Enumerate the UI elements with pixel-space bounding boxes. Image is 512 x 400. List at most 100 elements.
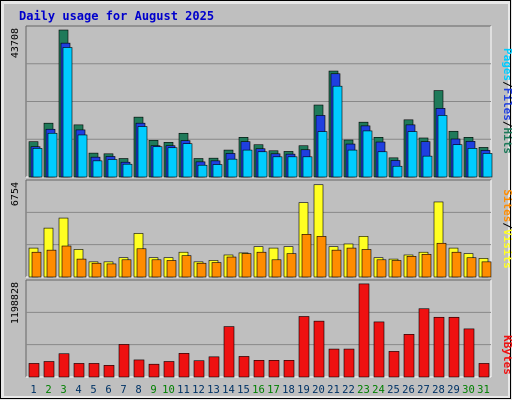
pages-bar-day-25	[392, 165, 403, 178]
sites-bar-day-23	[361, 249, 372, 278]
pages-bar-day-20	[317, 131, 328, 178]
pages-bar-day-10	[167, 147, 178, 178]
pages-bar-day-29	[452, 144, 463, 178]
kbytes-bar-day-28	[433, 316, 445, 378]
pages-bar-day-21	[332, 85, 343, 178]
sites-bar-day-17	[271, 259, 282, 278]
legend-sites: Sites	[501, 189, 512, 222]
pages-bar-day-6	[107, 159, 118, 178]
kbytes-bar-day-25	[388, 351, 400, 378]
kbytes-bar-day-19	[298, 316, 310, 378]
day-label-10: 10	[162, 384, 175, 396]
kbytes-bar-day-8	[133, 359, 145, 378]
legend-files: Files	[501, 88, 512, 121]
day-label-9: 9	[150, 384, 156, 396]
day-label-15: 15	[237, 384, 250, 396]
pages-bar-day-7	[122, 163, 133, 178]
kbytes-bar-day-13	[208, 356, 220, 378]
day-label-21: 21	[327, 384, 340, 396]
sites-bar-day-27	[421, 253, 432, 278]
legend-pages: Pages	[501, 48, 512, 81]
kbytes-bar-day-10	[163, 361, 175, 378]
legend-hits: Hits	[501, 128, 512, 155]
kbytes-bar-day-17	[268, 360, 280, 378]
pages-bar-day-8	[137, 126, 148, 178]
panel-2: 6754	[10, 179, 492, 278]
kbytes-bar-day-11	[178, 353, 190, 378]
pages-bar-day-24	[377, 151, 388, 178]
kbytes-bar-day-4	[73, 363, 85, 378]
kbytes-bar-day-12	[193, 360, 205, 378]
sites-bar-day-10	[166, 260, 177, 278]
kbytes-bar-day-23	[358, 283, 370, 378]
pages-bar-day-19	[302, 156, 313, 178]
pages-bar-day-23	[362, 130, 373, 178]
sites-bar-day-4	[76, 258, 87, 278]
panel1-separator: /	[501, 121, 512, 128]
pages-bar-day-9	[152, 146, 163, 178]
kbytes-bar-day-31	[478, 363, 490, 378]
day-label-5: 5	[90, 384, 96, 396]
pages-bar-day-5	[92, 160, 103, 178]
day-label-29: 29	[447, 384, 460, 396]
kbytes-bar-day-9	[148, 363, 160, 378]
kbytes-bar-day-27	[418, 308, 430, 378]
day-label-24: 24	[372, 384, 385, 396]
pages-bar-day-12	[197, 164, 208, 178]
day-label-27: 27	[417, 384, 430, 396]
panel1-legend: Pages/Files/Hits	[501, 48, 512, 154]
kbytes-bar-day-20	[313, 320, 325, 378]
sites-bar-day-21	[331, 249, 342, 278]
sites-bar-day-30	[466, 257, 477, 278]
sites-bar-day-11	[181, 255, 192, 278]
legend-kbytes: KBytes	[501, 335, 512, 375]
pages-bar-day-30	[467, 148, 478, 178]
panel2-separator: /	[501, 222, 512, 229]
sites-bar-day-24	[376, 259, 387, 278]
kbytes-bar-day-30	[463, 328, 475, 378]
sites-bar-day-8	[136, 248, 147, 278]
chart-title: Daily usage for August 2025	[19, 9, 214, 23]
pages-bar-day-18	[287, 156, 298, 178]
sites-bar-day-29	[451, 251, 462, 278]
kbytes-bar-day-24	[373, 321, 385, 378]
day-label-22: 22	[342, 384, 355, 396]
pages-bar-day-3	[62, 47, 73, 178]
day-label-20: 20	[312, 384, 325, 396]
day-label-26: 26	[402, 384, 415, 396]
pages-bar-day-2	[47, 132, 58, 178]
panel-2-ymax-label: 6754	[10, 182, 21, 206]
kbytes-bar-day-6	[103, 365, 115, 378]
sites-bar-day-20	[316, 236, 327, 278]
kbytes-bar-day-2	[43, 361, 55, 378]
day-label-31: 31	[477, 384, 490, 396]
day-label-3: 3	[60, 384, 66, 396]
day-label-19: 19	[297, 384, 310, 396]
day-label-28: 28	[432, 384, 445, 396]
sites-bar-day-13	[211, 262, 222, 278]
kbytes-bar-day-15	[238, 356, 250, 378]
pages-bar-day-15	[242, 149, 253, 178]
panels-layer: 43708 6754 1198828	[10, 25, 493, 378]
kbytes-bar-day-26	[403, 334, 415, 378]
panel3-legend: KBytes	[501, 335, 512, 375]
pages-bar-day-11	[182, 143, 193, 178]
day-label-8: 8	[135, 384, 141, 396]
sites-bar-day-18	[286, 253, 297, 278]
day-label-1: 1	[30, 384, 36, 396]
panel-1-ymax-label: 43708	[10, 28, 21, 58]
sites-bar-day-16	[256, 251, 267, 278]
sites-bar-day-12	[196, 262, 207, 278]
sites-bar-day-28	[436, 242, 447, 278]
day-label-30: 30	[462, 384, 475, 396]
kbytes-bar-day-3	[58, 353, 70, 378]
day-label-23: 23	[357, 384, 370, 396]
sites-bar-day-15	[241, 253, 252, 278]
kbytes-bar-day-21	[328, 348, 340, 378]
day-label-11: 11	[177, 384, 190, 396]
day-label-4: 4	[75, 384, 81, 396]
kbytes-bar-day-29	[448, 316, 460, 378]
sites-bar-day-2	[46, 249, 57, 278]
